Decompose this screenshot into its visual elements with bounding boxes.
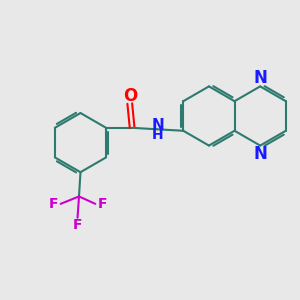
Text: N: N [254, 69, 268, 87]
Text: F: F [49, 197, 58, 211]
Text: H: H [152, 128, 164, 142]
Text: F: F [98, 197, 107, 211]
Text: N: N [254, 145, 268, 163]
Text: O: O [123, 87, 137, 105]
Text: F: F [73, 218, 82, 232]
Text: N: N [152, 118, 164, 133]
